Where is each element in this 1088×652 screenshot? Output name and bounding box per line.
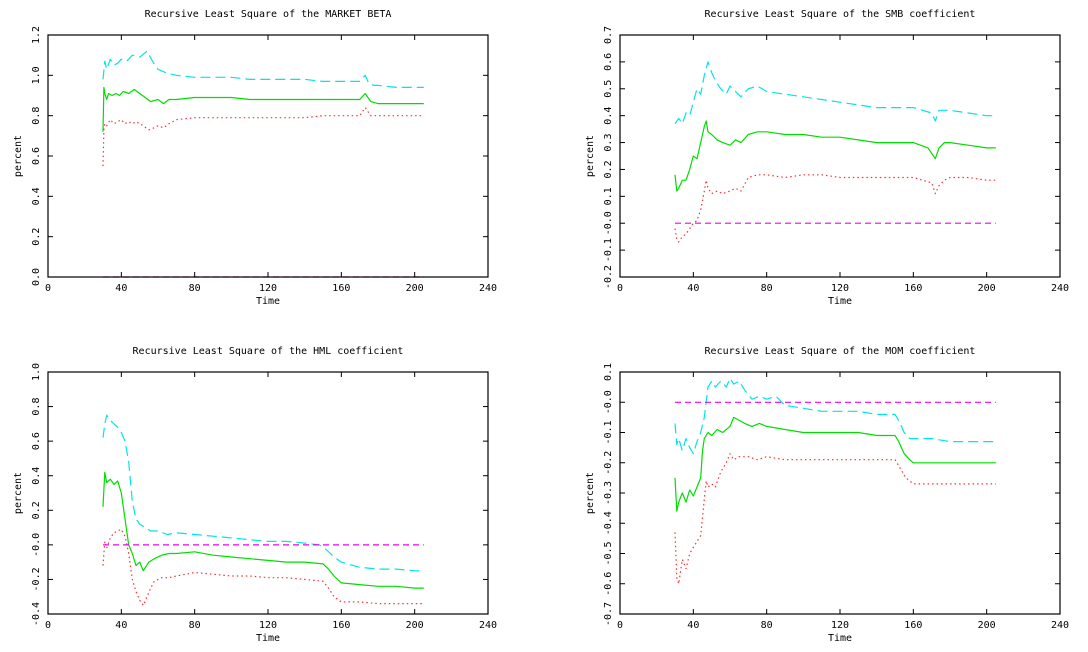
x-tick-label: 200 bbox=[406, 283, 424, 294]
x-tick-label: 200 bbox=[406, 620, 424, 631]
plot-frame bbox=[47, 34, 489, 278]
x-tick-label: 240 bbox=[479, 283, 497, 294]
series-line-1 bbox=[674, 377, 996, 455]
y-tick-label: 0.6 bbox=[31, 432, 42, 450]
series-line-3 bbox=[102, 106, 424, 167]
y-tick-label: -0.3 bbox=[603, 481, 614, 505]
y-tick-label: -0.5 bbox=[603, 541, 614, 565]
y-tick-label: -0.0 bbox=[31, 533, 42, 557]
y-tick-label: 0.7 bbox=[603, 26, 614, 44]
x-tick-label: 0 bbox=[617, 620, 623, 631]
x-tick-label: 80 bbox=[761, 283, 773, 294]
x-tick-label: 40 bbox=[115, 620, 127, 631]
y-tick-label: 0.2 bbox=[31, 228, 42, 246]
y-tick-label: -0.2 bbox=[31, 567, 42, 591]
series-line-3 bbox=[674, 174, 996, 243]
chart-panel-4: Recursive Least Square of the MOM coeffi… bbox=[585, 346, 1069, 644]
x-tick-label: 80 bbox=[189, 283, 201, 294]
y-tick-label: 0.0 bbox=[31, 268, 42, 286]
plot-frame bbox=[619, 34, 1061, 278]
chart-title: Recursive Least Square of the HML coeffi… bbox=[133, 346, 404, 357]
y-tick-label: -0.2 bbox=[603, 451, 614, 475]
x-tick-label: 40 bbox=[687, 283, 699, 294]
chart-panel-1: Recursive Least Square of the MARKET BET… bbox=[13, 9, 497, 307]
x-tick-label: 40 bbox=[687, 620, 699, 631]
y-axis-label: percent bbox=[13, 135, 24, 177]
y-tick-label: -0.4 bbox=[603, 511, 614, 535]
y-tick-label: 0.4 bbox=[31, 187, 42, 205]
x-tick-label: 200 bbox=[978, 283, 996, 294]
chart-title: Recursive Least Square of the MARKET BET… bbox=[145, 9, 392, 20]
chart-title: Recursive Least Square of the SMB coeffi… bbox=[705, 9, 976, 20]
x-tick-label: 240 bbox=[479, 620, 497, 631]
series-line-1 bbox=[102, 50, 424, 89]
y-tick-label: 0.6 bbox=[31, 147, 42, 165]
plot-frame bbox=[619, 371, 1061, 615]
chart-title: Recursive Least Square of the MOM coeffi… bbox=[705, 346, 976, 357]
x-tick-label: 160 bbox=[332, 620, 350, 631]
x-axis-label: Time bbox=[256, 633, 280, 644]
x-tick-label: 120 bbox=[831, 283, 849, 294]
x-tick-label: 120 bbox=[831, 620, 849, 631]
y-tick-label: 0.5 bbox=[603, 80, 614, 98]
x-tick-label: 160 bbox=[332, 283, 350, 294]
y-tick-label: -0.4 bbox=[31, 602, 42, 626]
y-tick-label: 1.0 bbox=[31, 66, 42, 84]
y-tick-label: 0.1 bbox=[603, 363, 614, 381]
x-tick-label: 240 bbox=[1051, 620, 1069, 631]
y-tick-label: -0.1 bbox=[603, 238, 614, 262]
y-tick-label: 0.1 bbox=[603, 187, 614, 205]
y-axis-label: percent bbox=[13, 472, 24, 514]
x-tick-label: 200 bbox=[978, 620, 996, 631]
y-axis-label: percent bbox=[585, 135, 596, 177]
x-tick-label: 160 bbox=[904, 283, 922, 294]
y-axis-label: percent bbox=[585, 472, 596, 514]
series-line-2 bbox=[102, 471, 424, 589]
x-tick-label: 160 bbox=[904, 620, 922, 631]
series-line-1 bbox=[102, 414, 424, 572]
series-line-3 bbox=[102, 528, 424, 607]
y-tick-label: -0.2 bbox=[603, 265, 614, 289]
y-tick-label: 1.2 bbox=[31, 26, 42, 44]
y-tick-label: 0.8 bbox=[31, 398, 42, 416]
x-tick-label: 0 bbox=[45, 283, 51, 294]
y-tick-label: 0.2 bbox=[603, 160, 614, 178]
x-tick-label: 40 bbox=[115, 283, 127, 294]
y-tick-label: 0.6 bbox=[603, 53, 614, 71]
y-tick-label: -0.6 bbox=[603, 572, 614, 596]
series-line-3 bbox=[674, 453, 996, 585]
y-tick-label: 0.4 bbox=[31, 467, 42, 485]
series-line-1 bbox=[674, 61, 996, 125]
x-tick-label: 120 bbox=[259, 620, 277, 631]
y-tick-label: 0.4 bbox=[603, 107, 614, 125]
x-tick-label: 0 bbox=[617, 283, 623, 294]
series-line-2 bbox=[674, 416, 996, 512]
x-tick-label: 80 bbox=[761, 620, 773, 631]
y-tick-label: 1.0 bbox=[31, 363, 42, 381]
y-tick-label: -0.0 bbox=[603, 390, 614, 414]
x-tick-label: 0 bbox=[45, 620, 51, 631]
series-line-2 bbox=[102, 86, 424, 132]
y-tick-label: -0.0 bbox=[603, 211, 614, 235]
x-axis-label: Time bbox=[828, 633, 852, 644]
y-tick-label: -0.7 bbox=[603, 602, 614, 626]
x-axis-label: Time bbox=[256, 296, 280, 307]
y-tick-label: 0.8 bbox=[31, 107, 42, 125]
series-line-2 bbox=[674, 120, 996, 192]
x-tick-label: 240 bbox=[1051, 283, 1069, 294]
x-tick-label: 80 bbox=[189, 620, 201, 631]
x-axis-label: Time bbox=[828, 296, 852, 307]
plot-frame bbox=[47, 371, 489, 615]
y-tick-label: 0.3 bbox=[603, 134, 614, 152]
chart-panel-3: Recursive Least Square of the HML coeffi… bbox=[13, 346, 497, 644]
y-tick-label: -0.1 bbox=[603, 420, 614, 444]
x-tick-label: 120 bbox=[259, 283, 277, 294]
y-tick-label: 0.2 bbox=[31, 501, 42, 519]
chart-panel-2: Recursive Least Square of the SMB coeffi… bbox=[585, 9, 1069, 307]
